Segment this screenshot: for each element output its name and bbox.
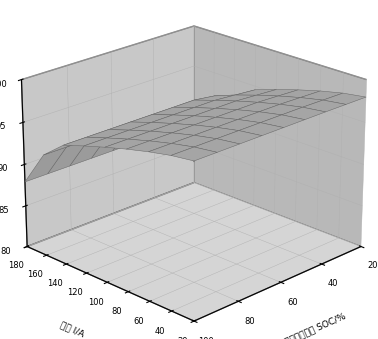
Y-axis label: 电流 I/A: 电流 I/A bbox=[59, 320, 86, 339]
X-axis label: 电池荷电状态 SOC/%: 电池荷电状态 SOC/% bbox=[284, 312, 347, 339]
